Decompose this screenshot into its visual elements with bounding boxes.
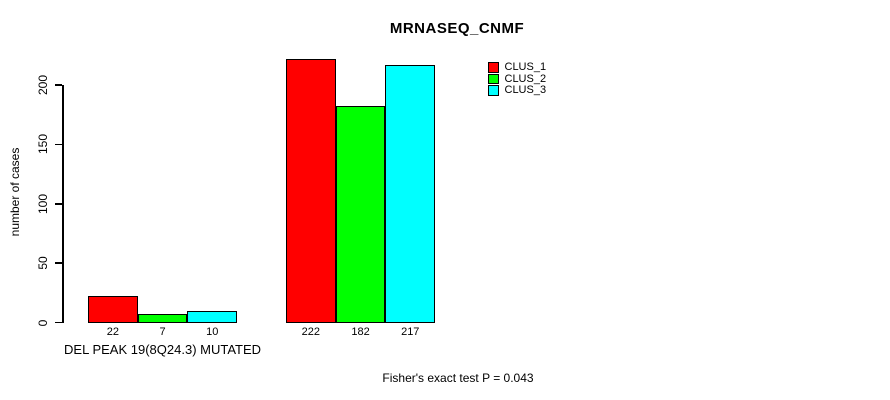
bar-clus_3-group2 [385, 64, 436, 323]
y-axis-tick [55, 321, 62, 324]
bar-clus_2-group1 [137, 314, 188, 323]
legend-swatch-icon [488, 73, 499, 85]
y-axis-tick-label: 200 [36, 74, 50, 96]
bar-clus_1-group2 [286, 58, 336, 323]
y-axis-tick-label: 100 [36, 193, 50, 214]
bar-value-label: 182 [351, 326, 370, 338]
bar-clus_2-group2 [335, 106, 386, 323]
y-axis-tick [55, 84, 62, 86]
bar-clus_1-group1 [88, 296, 138, 323]
bar-value-label: 10 [206, 326, 219, 338]
fisher-test-annotation: Fisher's exact test P = 0.043 [382, 371, 534, 385]
legend: CLUS_1 CLUS_2 CLUS_3 [488, 62, 546, 96]
legend-item-label: CLUS_3 [504, 83, 547, 96]
bar-clus_3-group1 [187, 310, 238, 323]
legend-item-label: CLUS_2 [504, 72, 547, 85]
y-axis-tick-label: 50 [36, 256, 50, 270]
y-axis-tick [55, 262, 62, 264]
y-axis-tick-label: 150 [36, 134, 50, 155]
y-axis-tick [55, 203, 62, 205]
legend-swatch-icon [488, 85, 499, 96]
y-axis-label: number of cases [8, 147, 22, 237]
y-axis-tick [55, 143, 62, 146]
x-axis-group-label: DEL PEAK 19(8Q24.3) MUTATED [64, 342, 262, 357]
legend-item-label: CLUS_1 [504, 61, 547, 74]
bar-value-label: 22 [106, 326, 119, 338]
chart-title: MRNASEQ_CNMF [389, 20, 525, 37]
bar-value-label: 7 [159, 326, 166, 338]
legend-item-clus_1: CLUS_1 [488, 62, 546, 73]
legend-swatch-icon [488, 62, 499, 73]
legend-item-clus_2: CLUS_2 [488, 72, 547, 85]
y-axis-tick-label: 0 [36, 319, 50, 326]
bar-value-label: 217 [401, 326, 420, 338]
y-axis-line [62, 85, 64, 323]
bar-value-label: 222 [301, 326, 321, 338]
legend-item-clus_3: CLUS_3 [488, 83, 547, 96]
